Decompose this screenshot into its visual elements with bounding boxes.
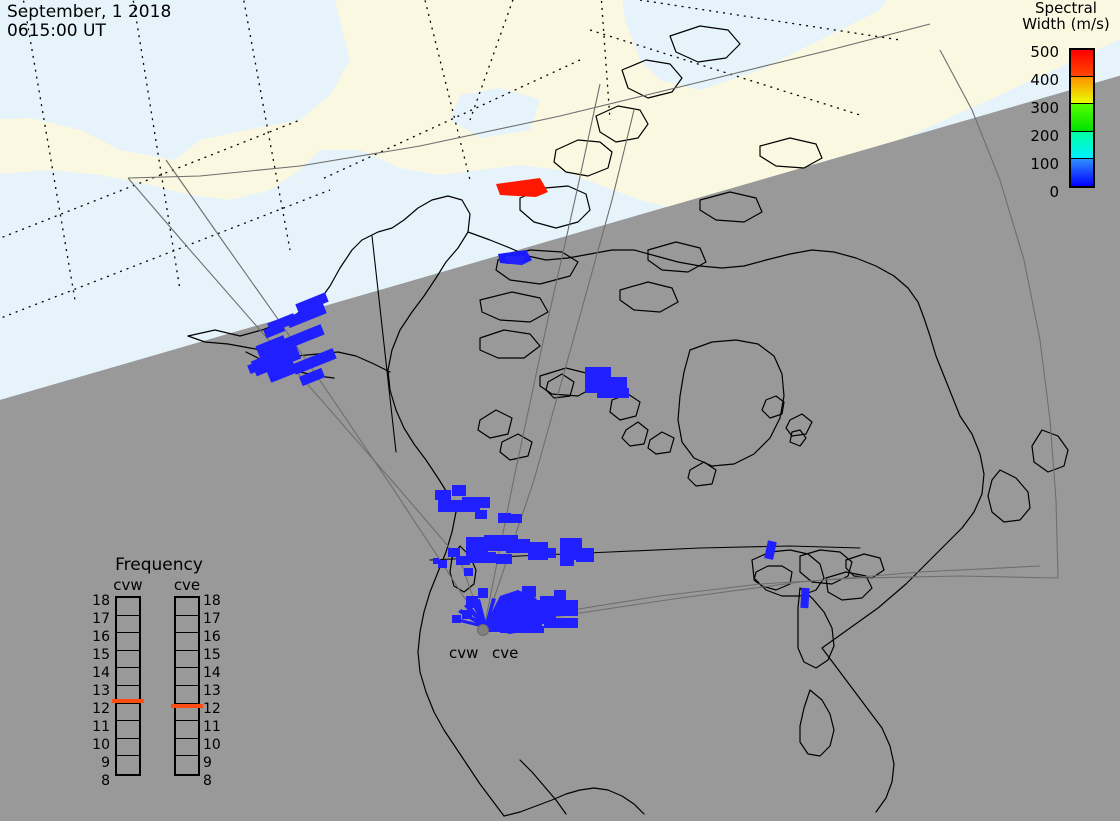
colorbar-tick-500: 500: [1030, 43, 1059, 61]
freq-tick: 17: [92, 611, 110, 627]
day-bay-2: [245, 0, 330, 60]
freq-cell: [117, 686, 139, 704]
freq-tick: 11: [203, 719, 221, 735]
freq-cell: [117, 704, 139, 722]
freq-tick: 8: [101, 773, 110, 789]
freq-tick: 8: [203, 773, 212, 789]
site-label-cve: cve: [492, 644, 519, 662]
colorbar-title-line1: Spectral: [1035, 0, 1097, 17]
colorbar-tick-0: 0: [1049, 183, 1059, 201]
colorbar-tick-labels: 500 400 300 200 100 0: [1012, 40, 1064, 200]
freq-cell: [176, 686, 198, 704]
freq-tick: 9: [101, 755, 110, 771]
frequency-bar-cvw[interactable]: [115, 596, 141, 776]
freq-tick: 17: [203, 611, 221, 627]
echo-cluster-saskatchewan: [585, 367, 629, 398]
freq-cell: [117, 739, 139, 757]
colorbar-title: Spectral Width (m/s): [1012, 0, 1120, 32]
freq-tick: 16: [92, 629, 110, 645]
freq-tick: 10: [92, 737, 110, 753]
colorbar-tick-400: 400: [1030, 71, 1059, 89]
echo-cluster-alaska: [247, 292, 337, 387]
colorbar-tick-100: 100: [1030, 155, 1059, 173]
colorbar-tick-300: 300: [1030, 99, 1059, 117]
timestamp-label: September, 1 2018 0615:00 UT: [7, 2, 172, 41]
freq-tick: 16: [203, 629, 221, 645]
freq-cell: [176, 598, 198, 616]
freq-tick: 11: [92, 719, 110, 735]
site-label-cvw: cvw: [449, 644, 479, 662]
freq-cell: [176, 739, 198, 757]
echo-cluster-great-lakes: [764, 540, 810, 609]
freq-cell: [117, 668, 139, 686]
colorbar-segment-0-100: [1071, 158, 1093, 186]
colorbar-segment-400-500: [1071, 50, 1093, 78]
freq-cell: [176, 721, 198, 739]
colorbar-segment-100-200: [1071, 131, 1093, 159]
freq-tick: 10: [203, 737, 221, 753]
echo-cluster-victoria: [498, 250, 532, 265]
freq-tick: 15: [203, 647, 221, 663]
frequency-legend: Frequency cvw cve: [86, 555, 232, 788]
freq-tick: 12: [203, 701, 221, 717]
freq-tick: 9: [203, 755, 212, 771]
freq-tick: 14: [203, 665, 221, 681]
freq-tick: 12: [92, 701, 110, 717]
frequency-bar-cve[interactable]: [174, 596, 200, 776]
freq-cell: [117, 633, 139, 651]
frequency-column-label-cvw: cvw: [113, 576, 143, 594]
freq-tick: 13: [203, 683, 221, 699]
colorbar-segment-300-400: [1071, 77, 1093, 105]
freq-cell: [117, 651, 139, 669]
radar-site-marker[interactable]: [477, 624, 489, 636]
freq-cell: [117, 756, 139, 774]
frequency-scale-cve: 18 17 16 15 14 13 12 11 10 9 8: [203, 590, 225, 788]
echo-cluster-radar-fan: [452, 586, 578, 634]
graticule: [0, 0, 901, 331]
freq-tick: 18: [92, 593, 110, 609]
freq-cell: [176, 668, 198, 686]
freq-cell: [176, 616, 198, 634]
freq-tick: 15: [92, 647, 110, 663]
frequency-column-label-cve: cve: [173, 576, 201, 594]
colorbar-title-line2: Width (m/s): [1022, 15, 1110, 33]
day-bay-1: [150, 55, 280, 110]
freq-tick: 14: [92, 665, 110, 681]
freq-cell: [117, 598, 139, 616]
freq-tick: 13: [92, 683, 110, 699]
freq-cell: [176, 756, 198, 774]
echo-cluster-bc: [433, 485, 594, 576]
freq-cell: [117, 721, 139, 739]
colorbar-strip[interactable]: [1069, 48, 1095, 188]
frequency-scale-cvw: 18 17 16 15 14 13 12 11 10 9 8: [88, 590, 110, 788]
frequency-marker-cvw: [112, 699, 144, 703]
freq-cell: [176, 651, 198, 669]
radar-echoes: [247, 178, 810, 634]
echo-cluster-arctic: [496, 178, 548, 197]
freq-cell: [176, 633, 198, 651]
freq-tick: 18: [203, 593, 221, 609]
frequency-marker-cve: [171, 704, 203, 708]
freq-cell: [176, 704, 198, 722]
freq-cell: [117, 616, 139, 634]
colorbar-segment-200-300: [1071, 104, 1093, 132]
frequency-legend-title: Frequency: [115, 555, 203, 575]
spectral-width-colorbar: Spectral Width (m/s) 500 400 300 200 100…: [1012, 0, 1120, 205]
colorbar-tick-200: 200: [1030, 127, 1059, 145]
